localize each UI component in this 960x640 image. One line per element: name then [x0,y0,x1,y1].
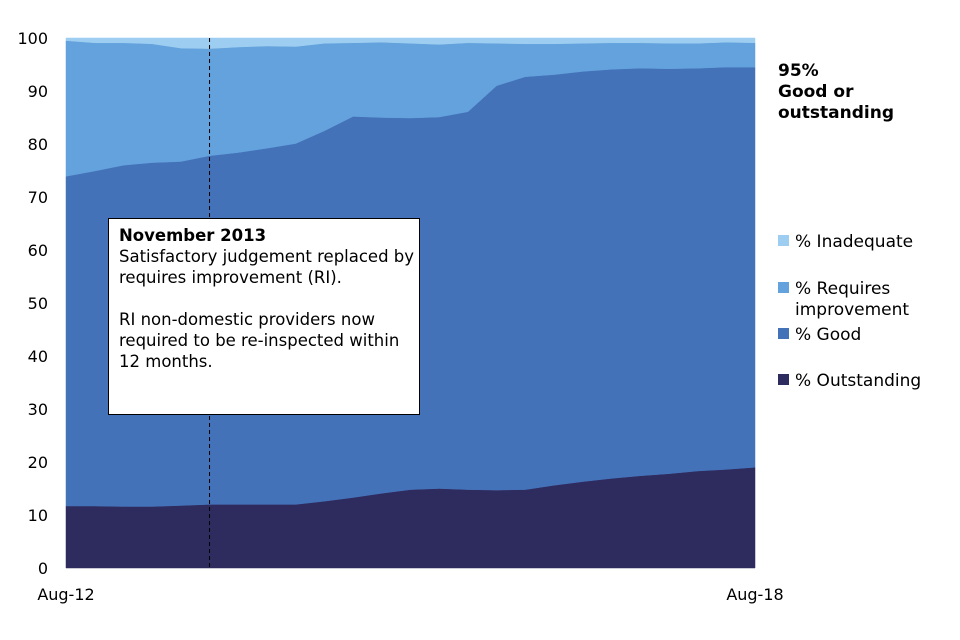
november-2013-callout: November 2013 Satisfactory judgement rep… [108,218,420,415]
y-tick-label: 20 [28,453,48,472]
callout-text-2: RI non-domestic providers now required t… [119,310,400,371]
end-annotation-value: 95% [778,61,819,81]
legend-swatch-requires-improvement [778,282,789,293]
legend-item-inadequate: % Inadequate [778,232,913,253]
legend-item-requires-improvement: % Requires improvement [778,279,915,321]
y-tick-label: 70 [28,188,48,207]
y-tick-label: 100 [17,29,48,48]
legend-label-good: % Good [795,325,862,345]
callout-title: November 2013 [119,226,267,245]
y-tick-label: 80 [28,135,48,154]
y-tick-label: 10 [28,506,48,525]
legend-swatch-good [778,328,789,339]
y-tick-label: 0 [38,559,48,578]
y-tick-label: 30 [28,400,48,419]
callout-text-1: Satisfactory judgement replaced by requi… [119,247,415,287]
y-axis: 0 10 20 30 40 50 60 70 80 90 100 [17,29,48,578]
legend-swatch-outstanding [778,374,789,385]
y-tick-label: 90 [28,82,48,101]
end-annotation-line1: Good or [778,82,854,102]
legend-item-good: % Good [778,325,861,346]
y-tick-label: 60 [28,241,48,260]
legend-label-inadequate: % Inadequate [795,232,914,252]
end-annotation-line2: outstanding [778,103,894,123]
x-tick-label: Aug-12 [37,585,94,604]
legend-item-outstanding: % Outstanding [778,371,921,392]
x-tick-label: Aug-18 [726,585,783,604]
end-annotation: 95% Good or outstanding [778,61,894,124]
x-axis: Aug-12 Aug-18 [37,585,783,604]
legend-label-requires-improvement: % Requires improvement [795,279,910,320]
area-inadequate [65,37,756,49]
legend-swatch-inadequate [778,235,789,246]
legend-label-outstanding: % Outstanding [795,371,922,391]
y-tick-label: 40 [28,347,48,366]
y-tick-label: 50 [28,294,48,313]
